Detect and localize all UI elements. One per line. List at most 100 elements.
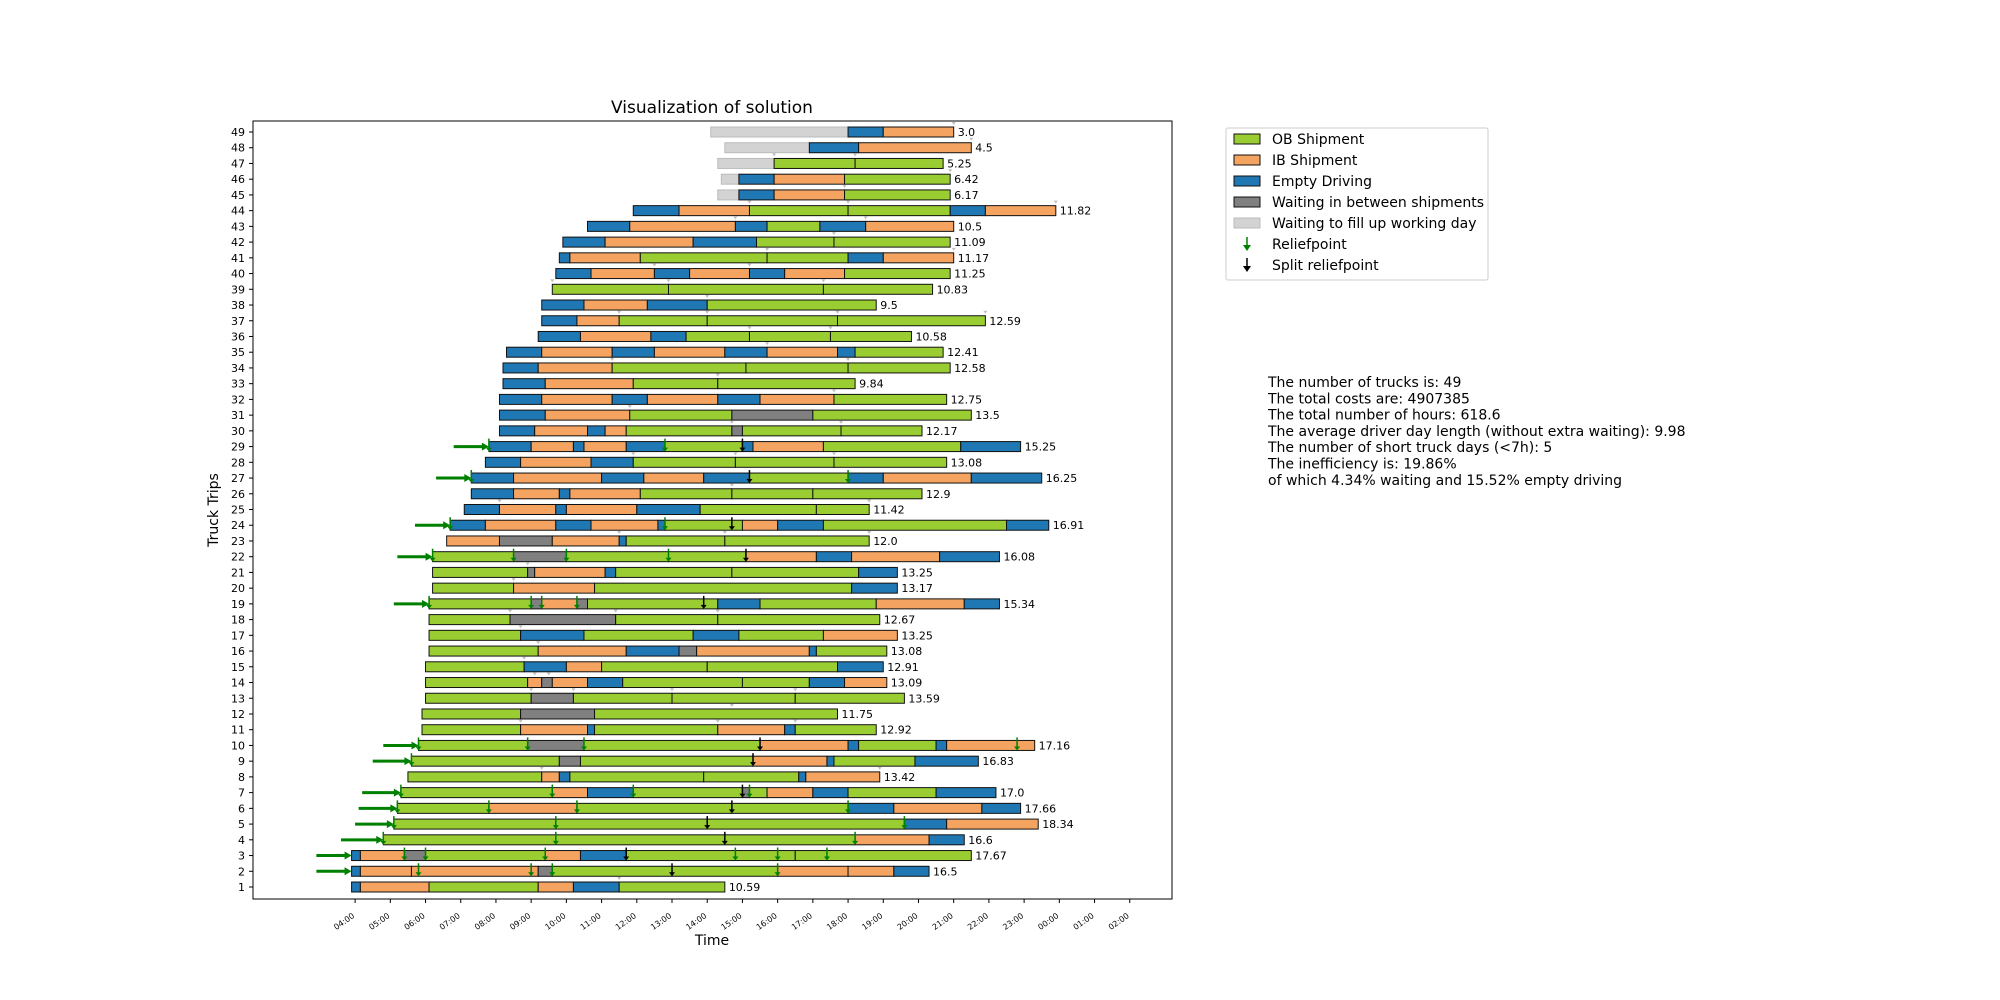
- bar-segment-ob: [667, 551, 747, 563]
- bar-segment-empty: [1006, 519, 1050, 531]
- y-tick-label: 5: [238, 818, 245, 831]
- bar-segment-empty: [893, 865, 930, 877]
- reliefpoint-head: [408, 762, 415, 767]
- bar-segment-empty: [784, 724, 796, 736]
- bar-segment-ob: [815, 504, 870, 515]
- gray-marker: [831, 452, 836, 456]
- bar-segment-ob: [731, 566, 860, 578]
- trip-hours-label: 9.5: [880, 299, 898, 312]
- bar-segment-empty: [819, 220, 867, 232]
- bar-segment-ib: [689, 268, 750, 280]
- bar-segment-empty: [724, 346, 768, 358]
- bar-segment-fill: [724, 142, 810, 154]
- bar-segment-empty: [541, 315, 578, 327]
- bar-segment-empty: [858, 566, 898, 578]
- bar-segment-ob: [812, 409, 972, 421]
- bar-segment-ib: [520, 724, 589, 736]
- bar-segment-ib: [583, 441, 627, 453]
- bar-segment-empty: [587, 724, 596, 736]
- y-tick-label: 31: [231, 409, 245, 422]
- gray-marker: [835, 310, 840, 314]
- gray-marker: [729, 703, 734, 707]
- gray-marker: [867, 499, 872, 503]
- bar-segment-ib: [741, 519, 779, 531]
- x-tick-label: 01:00: [1072, 911, 1096, 932]
- reliefpoint-head: [732, 856, 739, 861]
- trip-hours-label: 6.17: [954, 189, 979, 202]
- bar-segment-empty: [506, 346, 543, 358]
- bar-segment-empty: [692, 629, 740, 641]
- reliefpoint-head: [573, 809, 580, 814]
- x-tick-label: 23:00: [1001, 911, 1025, 932]
- bar-segment-ob: [794, 850, 972, 862]
- bar-segment-ob: [794, 724, 877, 736]
- trip-hours-label: 16.08: [1003, 551, 1035, 564]
- bar-segment-ib: [805, 771, 881, 783]
- bar-segment-ib: [541, 346, 613, 358]
- reliefpoint-head: [429, 557, 436, 562]
- bar-segment-wait: [541, 677, 553, 689]
- bar-segment-ib: [759, 393, 835, 405]
- bar-segment-ib: [773, 173, 846, 185]
- bar-segment-ib: [851, 551, 941, 563]
- bar-segment-ob: [428, 629, 522, 641]
- bar-segment-empty: [738, 173, 775, 185]
- bar-segment-empty: [646, 299, 708, 311]
- trip-hours-label: 18.34: [1042, 818, 1074, 831]
- y-tick-label: 49: [231, 126, 245, 139]
- gray-marker: [652, 263, 657, 267]
- gray-marker: [733, 452, 738, 456]
- stats-line: of which 4.34% waiting and 15.52% empty …: [1268, 473, 1622, 489]
- gray-marker: [617, 877, 622, 880]
- trip-hours-label: 11.42: [873, 504, 905, 517]
- y-tick-label: 12: [231, 708, 245, 721]
- y-tick-label: 8: [238, 771, 245, 784]
- trip-hours-label: 17.66: [1025, 802, 1057, 815]
- bar-segment-ob: [587, 598, 719, 610]
- reliefpoint-head: [524, 746, 531, 751]
- x-tick-label: 11:00: [579, 911, 603, 932]
- gray-marker: [846, 200, 851, 204]
- y-tick-label: 15: [231, 661, 245, 674]
- bar-segment-fill: [717, 189, 740, 201]
- bar-segment-empty: [449, 519, 486, 531]
- bar-segment-ob: [829, 330, 912, 342]
- incoming-arrow-head: [404, 757, 412, 766]
- y-tick-label: 16: [231, 645, 245, 658]
- bar-segment-ob: [428, 614, 511, 626]
- gray-marker: [853, 153, 858, 157]
- bar-segment-ib: [875, 598, 965, 610]
- bar-segment-empty: [960, 441, 1022, 453]
- bar-segment-empty: [692, 236, 758, 248]
- y-tick-label: 34: [231, 362, 245, 375]
- y-tick-label: 44: [231, 205, 245, 218]
- bar-segment-ob: [822, 283, 934, 295]
- bar-segment-empty: [618, 535, 627, 547]
- bar-segment-ib: [946, 818, 1039, 830]
- trip-hours-label: 17.67: [975, 850, 1007, 863]
- gray-marker: [610, 357, 615, 361]
- bar-segment-empty: [826, 755, 835, 767]
- y-tick-label: 17: [231, 629, 245, 642]
- bar-segment-ob: [822, 441, 962, 453]
- bar-segment-ob: [847, 205, 951, 217]
- bar-segment-ib: [576, 315, 620, 327]
- bar-segment-ob: [432, 566, 529, 578]
- stats-line: The inefficiency is: 19.86%: [1267, 457, 1457, 473]
- reliefpoint-head: [661, 526, 668, 531]
- trip-hours-label: 11.25: [954, 268, 986, 281]
- x-tick-label: 05:00: [367, 911, 391, 932]
- reliefpoint-head: [485, 809, 492, 814]
- bar-segment-empty: [625, 645, 680, 657]
- bar-segment-empty: [572, 441, 585, 453]
- bar-segment-ob: [794, 692, 905, 704]
- bar-segment-empty: [851, 582, 898, 594]
- bar-segment-ob: [748, 205, 849, 217]
- bar-segment-ob: [611, 362, 747, 374]
- bar-segment-empty: [798, 771, 807, 783]
- x-tick-label: 09:00: [508, 911, 532, 932]
- bar-segment-empty: [541, 299, 585, 311]
- bar-segment-ob: [632, 787, 743, 799]
- trip-hours-label: 9.84: [859, 378, 884, 391]
